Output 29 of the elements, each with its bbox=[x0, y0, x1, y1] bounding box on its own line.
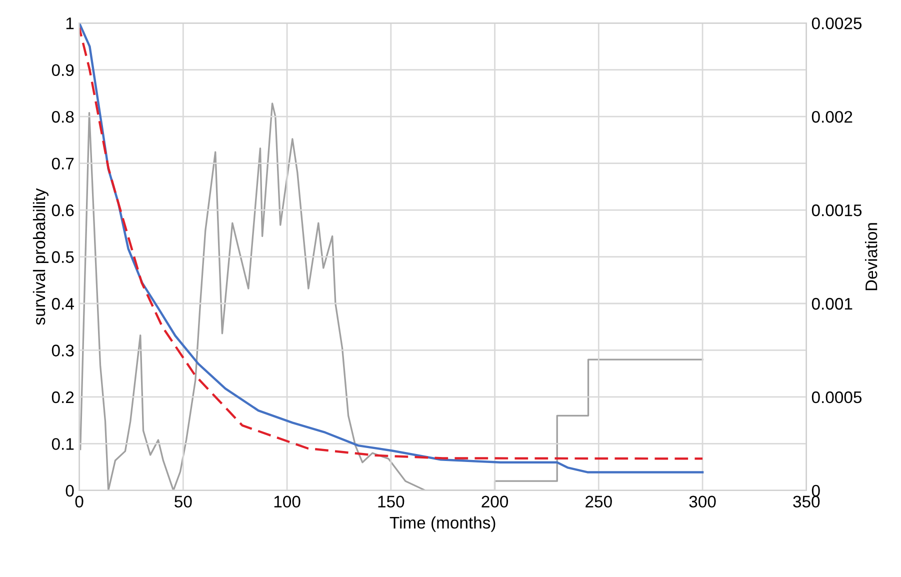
y-tick-label: 0.6 bbox=[52, 204, 74, 216]
x-tick-label: 50 bbox=[174, 496, 192, 508]
x-tick-label: 100 bbox=[274, 496, 300, 508]
x-tick-label: 250 bbox=[586, 496, 612, 508]
x-tick-label: 0 bbox=[75, 496, 84, 508]
y-axis-title: survival probability bbox=[32, 188, 48, 325]
y2-tick-label: 0 bbox=[812, 484, 820, 497]
y2-tick-label: 0.002 bbox=[812, 110, 852, 123]
y2-tick-label: 0.001 bbox=[812, 298, 852, 310]
x-tick-label: 300 bbox=[689, 496, 716, 508]
x-tick-label: 150 bbox=[378, 496, 404, 508]
y-tick-label: 0.9 bbox=[52, 64, 74, 76]
x-tick-label: 200 bbox=[482, 496, 508, 508]
y-tick-label: 0.7 bbox=[52, 158, 74, 170]
y2-tick-label: 0.0005 bbox=[812, 391, 862, 404]
x-tick-label: 350 bbox=[793, 496, 820, 508]
y2-tick-label: 0.0015 bbox=[812, 204, 862, 216]
y-tick-label: 0.1 bbox=[52, 438, 74, 450]
line-series bbox=[79, 102, 704, 490]
y-tick-label: 0.2 bbox=[52, 391, 74, 404]
y-tick-label: 0.3 bbox=[52, 344, 74, 356]
y2-tick-label: 0.0025 bbox=[812, 17, 862, 30]
y2-axis-title: Deviation bbox=[865, 223, 878, 290]
y-tick-label: 0.8 bbox=[52, 110, 74, 123]
y-tick-label: 0.4 bbox=[52, 298, 74, 310]
x-axis-title: Time (months) bbox=[390, 516, 496, 532]
y-tick-label: 1 bbox=[66, 18, 74, 30]
y-tick-label: 0 bbox=[66, 484, 74, 497]
y-tick-label: 0.5 bbox=[52, 251, 74, 263]
